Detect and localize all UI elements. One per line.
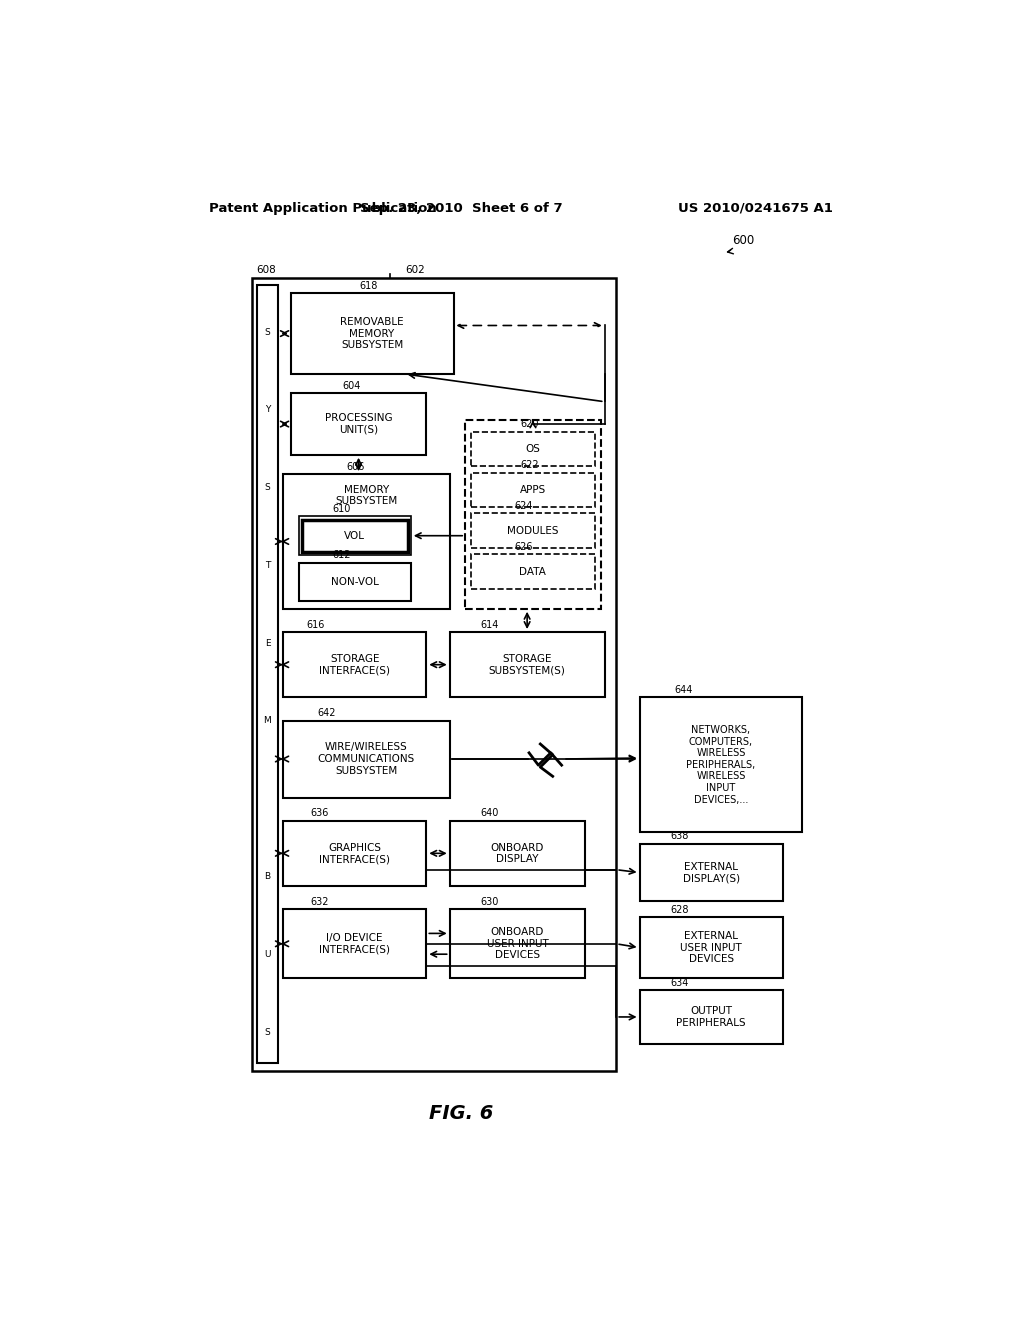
Text: OUTPUT
PERIPHERALS: OUTPUT PERIPHERALS (677, 1006, 746, 1028)
Text: 602: 602 (404, 265, 425, 275)
Text: APPS: APPS (520, 484, 546, 495)
Bar (252, 277, 616, 1071)
Text: NON-VOL: NON-VOL (331, 577, 379, 587)
Text: 634: 634 (671, 978, 689, 987)
Bar (640, 697, 802, 832)
Text: ONBOARD
DISPLAY: ONBOARD DISPLAY (490, 842, 544, 865)
Text: 630: 630 (480, 896, 499, 907)
Text: I/O DEVICE
INTERFACE(S): I/O DEVICE INTERFACE(S) (319, 933, 390, 954)
Text: 626: 626 (514, 543, 532, 552)
Text: 622: 622 (520, 461, 540, 470)
Text: 628: 628 (671, 904, 689, 915)
Text: REMOVABLE
MEMORY
SUBSYSTEM: REMOVABLE MEMORY SUBSYSTEM (340, 317, 403, 350)
Bar (302, 520, 408, 552)
Text: STORAGE
SUBSYSTEM(S): STORAGE SUBSYSTEM(S) (488, 653, 565, 676)
Text: US 2010/0241675 A1: US 2010/0241675 A1 (678, 202, 834, 215)
Bar (640, 917, 783, 978)
Text: 608: 608 (257, 265, 276, 275)
Bar (471, 473, 595, 507)
Bar (640, 990, 783, 1044)
Bar (471, 432, 595, 466)
Text: 642: 642 (317, 709, 336, 718)
Text: Patent Application Publication: Patent Application Publication (209, 202, 437, 215)
Text: WIRE/WIRELESS
COMMUNICATIONS
SUBSYSTEM: WIRE/WIRELESS COMMUNICATIONS SUBSYSTEM (317, 742, 415, 776)
Text: 624: 624 (514, 502, 532, 511)
Text: NETWORKS,
COMPUTERS,
WIRELESS
PERIPHERALS,
WIRELESS
INPUT
DEVICES,...: NETWORKS, COMPUTERS, WIRELESS PERIPHERAL… (686, 725, 756, 805)
Text: S: S (264, 327, 270, 337)
Text: 618: 618 (359, 281, 378, 290)
Text: S: S (264, 1027, 270, 1036)
Bar (291, 393, 426, 455)
Text: T: T (265, 561, 270, 570)
Bar (450, 632, 604, 697)
Bar (471, 513, 595, 548)
Text: STORAGE
INTERFACE(S): STORAGE INTERFACE(S) (319, 653, 390, 676)
Text: 616: 616 (306, 619, 325, 630)
Bar (283, 721, 450, 797)
Text: 640: 640 (480, 808, 499, 818)
Bar (450, 821, 586, 886)
Bar (299, 562, 411, 601)
Text: ONBOARD
USER INPUT
DEVICES: ONBOARD USER INPUT DEVICES (486, 927, 548, 961)
Bar (465, 420, 601, 609)
Text: 612: 612 (332, 550, 350, 561)
Text: 606: 606 (346, 462, 365, 471)
Text: 604: 604 (342, 381, 360, 391)
Text: E: E (264, 639, 270, 648)
Text: 620: 620 (520, 420, 539, 429)
Text: MEMORY
SUBSYSTEM: MEMORY SUBSYSTEM (335, 484, 397, 507)
Text: PROCESSING
UNIT(S): PROCESSING UNIT(S) (325, 413, 392, 434)
Text: B: B (264, 873, 270, 880)
Bar (299, 516, 411, 554)
Text: EXTERNAL
DISPLAY(S): EXTERNAL DISPLAY(S) (683, 862, 739, 883)
Bar (283, 632, 426, 697)
Text: 636: 636 (310, 808, 329, 818)
Text: 610: 610 (332, 504, 350, 515)
Bar (283, 821, 426, 886)
Bar (291, 293, 454, 374)
Bar (283, 909, 426, 978)
Text: S: S (264, 483, 270, 492)
Text: 638: 638 (671, 832, 689, 841)
Text: 632: 632 (310, 896, 329, 907)
Bar (640, 843, 783, 902)
Text: 614: 614 (480, 619, 499, 630)
Text: GRAPHICS
INTERFACE(S): GRAPHICS INTERFACE(S) (319, 842, 390, 865)
Text: U: U (264, 950, 270, 958)
Text: DATA: DATA (519, 566, 547, 577)
Bar (257, 285, 279, 1063)
Text: 644: 644 (675, 685, 693, 696)
Text: M: M (263, 717, 271, 726)
Text: MODULES: MODULES (507, 525, 559, 536)
Text: Y: Y (265, 405, 270, 414)
Text: 600: 600 (732, 234, 755, 247)
Text: Sep. 23, 2010  Sheet 6 of 7: Sep. 23, 2010 Sheet 6 of 7 (360, 202, 562, 215)
Text: EXTERNAL
USER INPUT
DEVICES: EXTERNAL USER INPUT DEVICES (680, 931, 742, 964)
Text: VOL: VOL (344, 531, 366, 541)
Text: OS: OS (525, 444, 541, 454)
Text: FIG. 6: FIG. 6 (429, 1104, 494, 1123)
Bar (450, 909, 586, 978)
Bar (471, 554, 595, 589)
Bar (283, 474, 450, 609)
